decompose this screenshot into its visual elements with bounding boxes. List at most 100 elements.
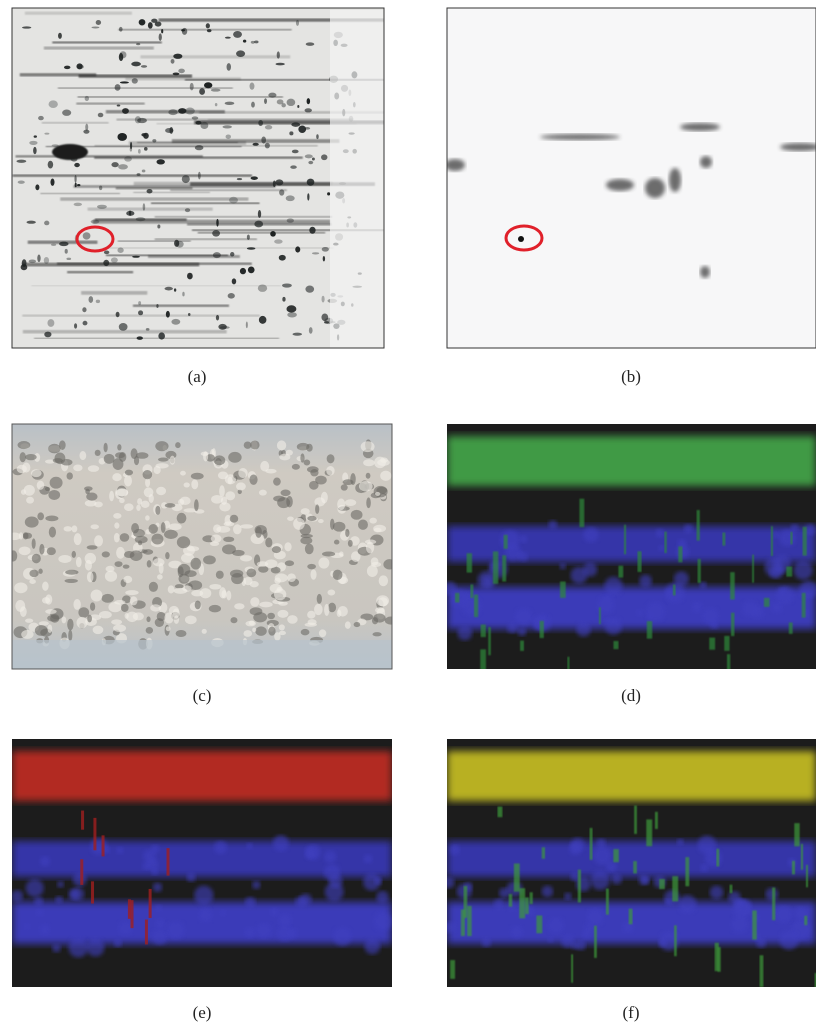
texture xyxy=(333,522,345,532)
texture xyxy=(322,247,329,252)
texture xyxy=(702,608,719,625)
texture xyxy=(700,864,708,872)
texture xyxy=(286,450,293,456)
texture xyxy=(252,628,256,633)
texture xyxy=(296,20,299,26)
texture xyxy=(176,630,187,637)
texture xyxy=(500,530,519,549)
texture xyxy=(443,877,454,888)
texture xyxy=(305,544,314,555)
texture xyxy=(152,929,168,945)
texture xyxy=(57,262,252,265)
texture xyxy=(321,154,327,160)
texture xyxy=(157,123,357,124)
texture xyxy=(273,180,276,187)
texture xyxy=(102,835,105,856)
texture xyxy=(345,529,349,537)
texture xyxy=(167,848,170,876)
texture xyxy=(165,128,173,133)
texture xyxy=(44,221,49,226)
texture xyxy=(26,221,35,224)
texture xyxy=(31,285,281,286)
texture xyxy=(548,520,557,529)
texture xyxy=(118,164,128,169)
texture xyxy=(470,584,473,598)
texture xyxy=(50,477,63,489)
texture xyxy=(255,626,266,635)
texture xyxy=(246,321,248,328)
texture xyxy=(760,955,764,987)
texture xyxy=(731,916,748,933)
texture xyxy=(583,562,597,576)
fluorescence-d xyxy=(443,424,816,687)
texture xyxy=(178,69,185,74)
texture xyxy=(19,532,23,539)
texture xyxy=(118,29,291,31)
texture xyxy=(579,499,584,527)
texture xyxy=(42,122,109,124)
texture xyxy=(567,657,569,674)
texture xyxy=(111,619,122,624)
texture xyxy=(372,632,381,636)
texture xyxy=(185,616,197,625)
texture xyxy=(134,182,333,186)
texture xyxy=(216,571,224,579)
texture xyxy=(51,244,56,246)
texture xyxy=(29,259,36,263)
texture xyxy=(245,897,256,908)
texture xyxy=(14,582,27,593)
texture xyxy=(647,621,652,639)
texture xyxy=(85,500,97,507)
texture xyxy=(279,189,284,195)
texture xyxy=(155,918,166,929)
texture xyxy=(125,470,133,476)
texture xyxy=(374,912,393,931)
texture xyxy=(157,574,163,579)
texture xyxy=(727,654,730,686)
texture xyxy=(779,930,798,949)
texture xyxy=(794,823,799,846)
texture xyxy=(282,283,292,287)
texture xyxy=(691,601,703,613)
texture xyxy=(185,108,195,115)
texture xyxy=(287,928,298,939)
texture xyxy=(710,886,724,900)
texture xyxy=(139,19,146,25)
texture xyxy=(351,510,363,520)
texture xyxy=(280,490,290,497)
texture xyxy=(267,613,275,619)
texture xyxy=(238,468,248,478)
texture xyxy=(792,861,795,875)
texture xyxy=(123,576,132,583)
texture xyxy=(95,145,318,147)
texture xyxy=(773,532,779,538)
texture xyxy=(52,144,88,160)
texture xyxy=(91,26,99,28)
texture xyxy=(55,896,63,904)
texture xyxy=(571,954,573,982)
texture xyxy=(29,579,36,584)
texture xyxy=(277,440,286,450)
texture xyxy=(275,573,288,582)
texture xyxy=(279,255,286,261)
texture xyxy=(236,50,245,57)
texture xyxy=(124,503,134,511)
texture xyxy=(74,323,77,328)
texture xyxy=(103,260,109,266)
texture xyxy=(363,873,380,890)
texture xyxy=(133,305,229,307)
texture xyxy=(114,939,122,947)
texture xyxy=(48,161,53,169)
texture xyxy=(274,588,286,600)
texture xyxy=(576,622,591,637)
texture xyxy=(223,537,234,542)
texture xyxy=(117,248,123,253)
texture xyxy=(20,452,26,462)
texture xyxy=(518,236,524,242)
texture xyxy=(141,133,146,136)
texture xyxy=(64,66,70,70)
texture xyxy=(113,513,121,519)
texture xyxy=(115,452,125,458)
texture xyxy=(213,252,221,258)
texture xyxy=(247,247,256,249)
